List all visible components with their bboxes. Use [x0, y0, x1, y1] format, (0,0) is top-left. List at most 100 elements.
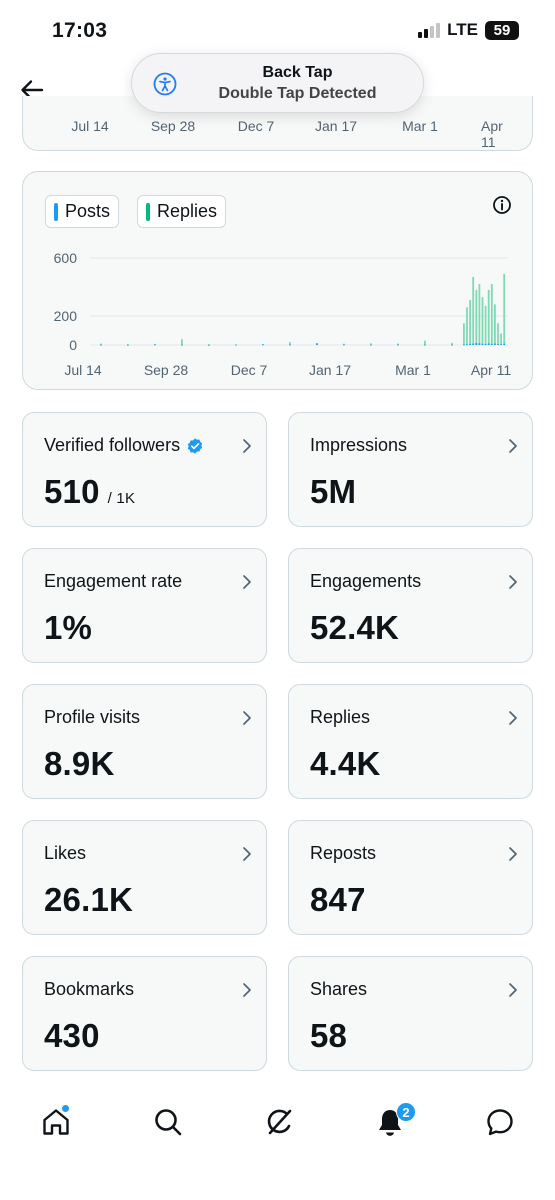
- previous-chart-x-tick: Mar 1: [402, 118, 438, 134]
- replies-bar: [370, 343, 372, 345]
- metric-value: 8.9K: [44, 745, 115, 783]
- messages-icon[interactable]: [484, 1106, 516, 1138]
- posts-bar: [235, 344, 237, 346]
- posts-bar: [478, 343, 481, 345]
- metric-value-text: 52.4K: [310, 609, 400, 646]
- replies-bar: [181, 339, 183, 345]
- status-time: 17:03: [52, 19, 108, 42]
- posts-bar: [127, 344, 129, 346]
- metric-label-text: Impressions: [310, 435, 408, 455]
- posts-bar: [262, 344, 264, 346]
- metric-label: Engagement rate: [44, 571, 182, 592]
- replies-bar: [424, 340, 426, 345]
- notifications-bell-icon[interactable]: [374, 1106, 406, 1138]
- posts-bar: [497, 344, 499, 345]
- metric-label-text: Shares: [310, 979, 368, 999]
- posts-bar: [466, 344, 468, 346]
- metric-value: 52.4K: [310, 609, 399, 647]
- x-tick-label: Apr 11: [471, 362, 511, 378]
- metric-value-text: 5M: [310, 473, 357, 510]
- replies-bar: [343, 343, 345, 345]
- replies-bar: [494, 304, 496, 345]
- verified-badge-icon: [187, 437, 203, 454]
- metric-value: 5M: [310, 473, 356, 511]
- replies-bar: [289, 342, 291, 345]
- chevron-right-icon: [509, 711, 517, 725]
- previous-chart-x-tick: Dec 7: [237, 118, 275, 134]
- metric-sub-value: / 1K: [107, 490, 136, 507]
- grok-icon[interactable]: [263, 1106, 295, 1138]
- y-tick-label: 200: [54, 308, 78, 324]
- info-icon[interactable]: [491, 194, 513, 216]
- replies-bar: [463, 323, 465, 345]
- metric-label-text: Reposts: [310, 843, 377, 863]
- metric-value-text: 8.9K: [44, 745, 115, 782]
- posts-bar: [154, 344, 156, 346]
- legend-replies[interactable]: Replies: [137, 195, 227, 228]
- posts-bar: [487, 343, 490, 345]
- metric-label-text: Likes: [44, 843, 87, 863]
- replies-bar: [472, 276, 475, 345]
- legend-posts[interactable]: Posts: [45, 195, 120, 228]
- replies-bar: [451, 342, 453, 345]
- previous-chart-x-tick: Apr 11: [481, 118, 503, 150]
- posts-bar: [370, 344, 372, 346]
- x-tick-label: Mar 1: [395, 362, 431, 378]
- x-tick-label: Dec 7: [231, 362, 268, 378]
- metric-card-verified-followers[interactable]: Verified followers 510 / 1K: [22, 412, 267, 527]
- chevron-right-icon: [243, 575, 251, 589]
- metric-label-text: Replies: [310, 707, 371, 727]
- previous-chart-x-axis: Jul 14 Sep 28 Dec 7 Jan 17 Mar 1 Apr 11: [23, 118, 532, 150]
- metric-value-text: 847: [310, 881, 366, 918]
- cellular-signal-icon: [418, 22, 441, 38]
- metric-card-profile-visits[interactable]: Profile visits 8.9K: [22, 684, 267, 799]
- metric-value-text: 58: [310, 1017, 348, 1054]
- posts-bar: [208, 344, 210, 346]
- previous-chart-x-tick: Sep 28: [150, 118, 196, 134]
- x-tick-label: Jan 17: [309, 362, 351, 378]
- chevron-right-icon: [509, 575, 517, 589]
- metric-label-text: Verified followers: [44, 435, 181, 455]
- replies-bar: [397, 343, 399, 345]
- search-icon[interactable]: [152, 1106, 184, 1138]
- metric-card-likes[interactable]: Likes 26.1K: [22, 820, 267, 935]
- chevron-right-icon: [509, 847, 517, 861]
- posts-bar: [503, 343, 506, 345]
- metric-card-engagements[interactable]: Engagements 52.4K: [288, 548, 533, 663]
- posts-bar: [500, 344, 502, 346]
- chevron-right-icon: [243, 983, 251, 997]
- x-tick-label: Jul 14: [64, 362, 102, 378]
- notifications-badge: 2: [396, 1102, 416, 1122]
- metric-label-text: Bookmarks: [44, 979, 135, 999]
- metric-card-impressions[interactable]: Impressions 5M: [288, 412, 533, 527]
- posts-replies-chart-card: Posts Replies 600 200 0 Jul 14 Sep 28 Dec 7 Ja…: [22, 171, 533, 390]
- replies-bar: [208, 344, 210, 345]
- chevron-right-icon: [243, 711, 251, 725]
- metric-card-reposts[interactable]: Reposts 847: [288, 820, 533, 935]
- previous-chart-x-tick: Jan 17: [314, 118, 358, 134]
- replies-bar: [497, 323, 499, 345]
- metric-label: Engagements: [310, 571, 421, 592]
- metric-value-text: 26.1K: [44, 881, 134, 918]
- replies-bar: [466, 307, 468, 345]
- metric-card-bookmarks[interactable]: Bookmarks 430: [22, 956, 267, 1071]
- metric-label: Shares: [310, 979, 367, 1000]
- metric-label-text: Engagements: [310, 571, 422, 591]
- metric-card-engagement-rate[interactable]: Engagement rate 1%: [22, 548, 267, 663]
- replies-bar: [100, 343, 102, 345]
- back-arrow-icon[interactable]: [18, 76, 46, 104]
- metric-label: Verified followers: [44, 435, 204, 456]
- posts-bar: [484, 343, 487, 345]
- posts-bar: [472, 343, 475, 345]
- replies-bar: [490, 284, 493, 345]
- metric-value: 26.1K: [44, 881, 133, 919]
- metric-label-text: Profile visits: [44, 707, 141, 727]
- replies-bar: [484, 305, 487, 345]
- y-tick-label: 0: [69, 337, 77, 353]
- home-icon[interactable]: [40, 1106, 72, 1138]
- posts-bar: [494, 343, 496, 345]
- metric-card-replies[interactable]: Replies 4.4K: [288, 684, 533, 799]
- metric-card-shares[interactable]: Shares 58: [288, 956, 533, 1071]
- posts-bar: [397, 344, 399, 346]
- metric-label: Reposts: [310, 843, 376, 864]
